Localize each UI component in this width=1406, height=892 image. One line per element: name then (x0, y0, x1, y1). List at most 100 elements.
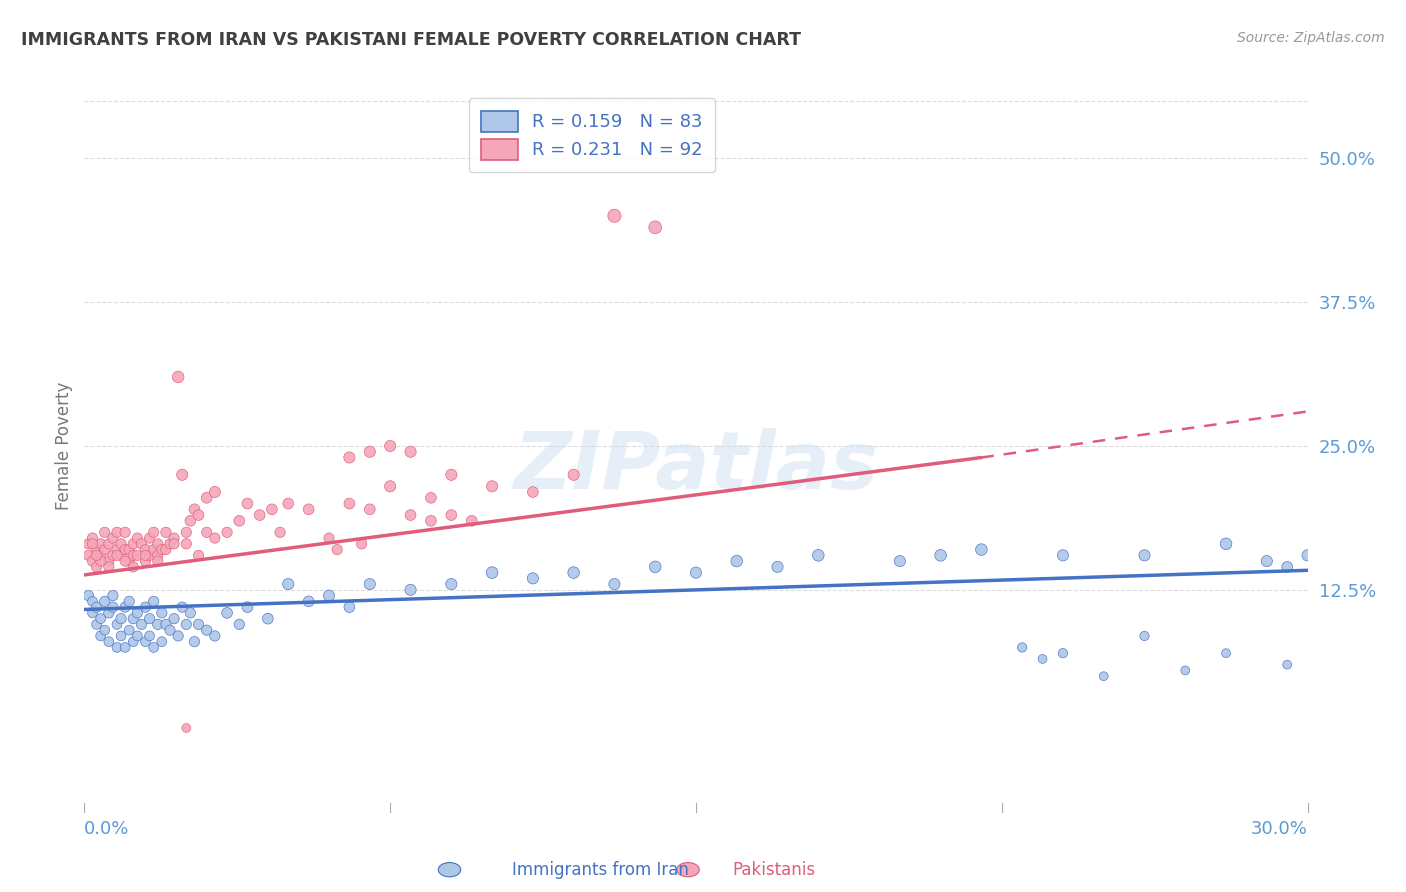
Point (685, 566, 707, 580)
Point (807, 549, 830, 563)
Point (174, 617, 197, 632)
Point (174, 525, 197, 540)
Point (93, 542, 115, 557)
Point (163, 531, 186, 545)
Point (217, 606, 239, 620)
Point (236, 497, 259, 511)
Point (138, 549, 160, 563)
Text: Source: ZipAtlas.com: Source: ZipAtlas.com (1237, 31, 1385, 45)
Point (889, 554, 911, 568)
Point (146, 549, 169, 563)
Point (172, 600, 194, 615)
Point (1174, 664, 1197, 678)
Point (380, 479, 402, 493)
Point (1275, 559, 1298, 574)
Point (1052, 646, 1074, 660)
Point (77, 549, 100, 563)
Point (420, 514, 443, 528)
Point (1215, 646, 1237, 660)
Text: Pakistanis: Pakistanis (733, 861, 815, 879)
Point (97, 559, 120, 574)
Point (142, 594, 165, 608)
Point (167, 370, 190, 384)
Point (90, 612, 112, 626)
Point (1296, 549, 1319, 563)
Point (1133, 549, 1156, 563)
Point (970, 542, 993, 557)
Point (114, 525, 136, 540)
Point (127, 531, 149, 545)
Point (725, 554, 748, 568)
Point (399, 582, 422, 597)
Point (204, 629, 226, 643)
Point (82, 537, 104, 551)
Point (298, 502, 321, 516)
Point (359, 502, 381, 516)
Legend: R = 0.159   N = 83, R = 0.231   N = 92: R = 0.159 N = 83, R = 0.231 N = 92 (468, 98, 716, 172)
Point (97, 554, 120, 568)
Point (135, 554, 157, 568)
Point (399, 508, 422, 522)
Point (97, 537, 120, 551)
Point (127, 549, 149, 563)
Point (298, 594, 321, 608)
Point (122, 559, 145, 574)
Text: 0.0%: 0.0% (84, 820, 129, 838)
Point (179, 514, 201, 528)
Point (105, 549, 128, 563)
Point (163, 612, 186, 626)
Point (110, 537, 132, 551)
Point (131, 617, 153, 632)
Point (249, 508, 271, 522)
Point (101, 549, 124, 563)
Point (228, 617, 250, 632)
Point (155, 542, 177, 557)
Point (82, 554, 104, 568)
Point (93, 525, 115, 540)
Point (131, 537, 153, 551)
Point (1275, 657, 1298, 672)
Point (138, 629, 160, 643)
Point (77, 537, 100, 551)
Point (77, 589, 100, 603)
Point (114, 554, 136, 568)
Point (105, 640, 128, 655)
Point (318, 589, 340, 603)
Point (277, 497, 299, 511)
Point (110, 549, 132, 563)
Point (204, 485, 226, 500)
Point (90, 537, 112, 551)
Point (522, 485, 544, 500)
Point (101, 531, 124, 545)
Point (138, 531, 160, 545)
Point (359, 577, 381, 591)
Point (82, 606, 104, 620)
Point (440, 577, 463, 591)
Point (350, 537, 373, 551)
Point (93, 623, 115, 637)
Point (90, 554, 112, 568)
Point (399, 444, 422, 458)
Point (179, 606, 201, 620)
Point (277, 577, 299, 591)
Point (440, 467, 463, 482)
Point (82, 594, 104, 608)
Point (118, 542, 141, 557)
Point (187, 549, 209, 563)
Point (204, 531, 226, 545)
Point (118, 594, 141, 608)
Point (183, 502, 205, 516)
Point (1133, 629, 1156, 643)
Point (644, 559, 666, 574)
Point (110, 629, 132, 643)
Point (155, 525, 177, 540)
Point (269, 525, 291, 540)
Point (86, 617, 108, 632)
Point (183, 634, 205, 648)
Point (562, 566, 585, 580)
Point (97, 606, 120, 620)
Point (155, 617, 177, 632)
Point (142, 542, 165, 557)
Point (217, 525, 239, 540)
Point (105, 542, 128, 557)
